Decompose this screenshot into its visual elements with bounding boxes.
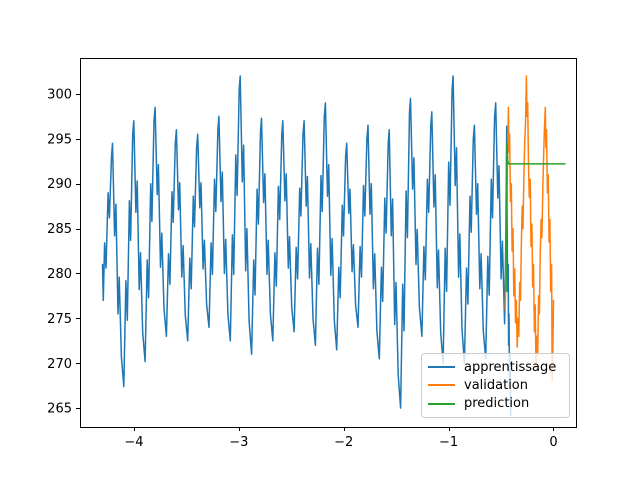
y-tick-label: 280 — [47, 267, 72, 282]
series-line-validation — [504, 75, 555, 382]
legend-label-validation: validation — [464, 377, 529, 393]
legend-entry-apprentissage: apprentissage — [428, 358, 565, 376]
x-tick-label: −1 — [439, 435, 458, 450]
series-line-apprentissage — [101, 75, 512, 417]
legend-label-prediction: prediction — [464, 396, 530, 412]
y-tick-label: 265 — [47, 402, 72, 417]
y-tick-label: 285 — [47, 222, 72, 237]
legend-line-sample-prediction — [428, 402, 455, 405]
y-tick-label: 270 — [47, 357, 72, 372]
series-line-prediction — [505, 141, 566, 293]
x-tick-label: −2 — [334, 435, 353, 450]
plot-spines — [80, 58, 577, 428]
y-tick-label: 290 — [47, 177, 72, 192]
legend-line-sample-apprentissage — [428, 366, 455, 369]
legend-entry-validation: validation — [428, 376, 565, 394]
y-tick-label: 295 — [47, 132, 72, 147]
x-tick-label: −4 — [124, 435, 143, 450]
legend-label-apprentissage: apprentissage — [464, 359, 557, 375]
x-tick-label: 0 — [549, 435, 557, 450]
legend-box: apprentissage validation prediction — [421, 353, 570, 418]
y-tick-label: 300 — [47, 87, 72, 102]
y-tick-label: 275 — [47, 312, 72, 327]
legend-entry-prediction: prediction — [428, 395, 565, 413]
x-tick-label: −3 — [229, 435, 248, 450]
legend-line-sample-validation — [428, 384, 455, 387]
